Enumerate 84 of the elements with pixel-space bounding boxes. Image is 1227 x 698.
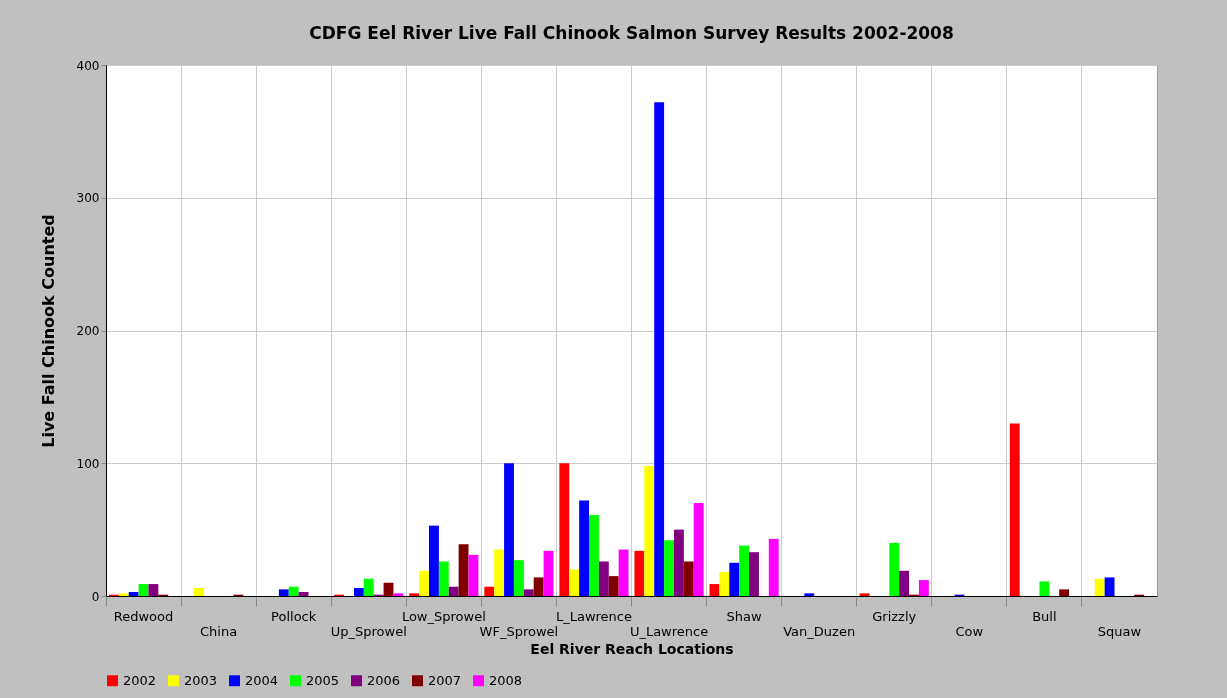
bar bbox=[533, 577, 544, 596]
legend-label: 2002 bbox=[123, 672, 157, 688]
bar bbox=[484, 586, 495, 596]
y-tick-label: 100 bbox=[76, 456, 100, 471]
bar bbox=[899, 570, 910, 596]
bar bbox=[504, 463, 514, 596]
x-tick-label: Grizzly bbox=[872, 608, 917, 624]
y-tick-label: 0 bbox=[91, 589, 100, 604]
bar bbox=[543, 550, 554, 596]
bar bbox=[739, 545, 750, 596]
y-tick-label: 300 bbox=[76, 191, 100, 206]
legend-label: 2008 bbox=[489, 672, 523, 688]
bar bbox=[148, 584, 159, 596]
bar bbox=[729, 562, 740, 596]
x-tick-label: Pollock bbox=[271, 608, 317, 624]
bar bbox=[1059, 589, 1070, 596]
bar bbox=[598, 561, 609, 596]
bar bbox=[749, 552, 759, 596]
bar bbox=[673, 529, 684, 596]
bar bbox=[889, 542, 900, 596]
bar bbox=[1094, 578, 1105, 596]
bar bbox=[634, 550, 645, 596]
x-axis-title: Eel River Reach Locations bbox=[530, 640, 734, 657]
bar bbox=[608, 576, 619, 596]
legend-label: 2006 bbox=[367, 672, 401, 688]
y-tick-label: 400 bbox=[76, 58, 100, 73]
bar bbox=[128, 592, 139, 596]
bar bbox=[559, 463, 570, 596]
bar bbox=[589, 515, 599, 596]
x-tick-label: Cow bbox=[955, 623, 984, 639]
bar bbox=[393, 593, 404, 596]
legend-label: 2005 bbox=[306, 672, 340, 688]
bar bbox=[193, 588, 204, 596]
bar bbox=[409, 593, 420, 596]
x-tick-label: Shaw bbox=[726, 608, 763, 624]
bar bbox=[429, 525, 439, 596]
x-tick-label: Squaw bbox=[1097, 623, 1142, 639]
y-tick-label: 200 bbox=[76, 324, 100, 338]
bar bbox=[494, 549, 505, 596]
x-tick-label: Low_Sprowel bbox=[401, 608, 486, 624]
bar bbox=[654, 102, 665, 596]
bar bbox=[298, 592, 309, 596]
bar bbox=[438, 561, 449, 596]
bar bbox=[693, 503, 704, 596]
bar bbox=[579, 500, 590, 596]
bar bbox=[768, 538, 779, 596]
x-tick-label: Van_Duzen bbox=[783, 623, 856, 639]
bar bbox=[419, 570, 429, 596]
bar bbox=[513, 560, 524, 596]
x-tick-label: WF_Sprowel bbox=[479, 623, 559, 639]
bar bbox=[138, 584, 149, 596]
y-axis-title: Live Fall Chinook Counted bbox=[38, 214, 58, 448]
bar bbox=[618, 549, 629, 596]
bar bbox=[664, 540, 674, 596]
x-tick-label: L_Lawrence bbox=[555, 608, 632, 624]
bar bbox=[1104, 577, 1115, 596]
bar bbox=[448, 586, 459, 596]
x-tick-label: U_Lawrence bbox=[629, 623, 709, 639]
bar bbox=[859, 593, 870, 596]
bar bbox=[1009, 423, 1020, 596]
bar bbox=[683, 561, 694, 596]
bar bbox=[918, 580, 929, 596]
x-tick-label: Bull bbox=[1032, 608, 1057, 624]
x-tick-label: Redwood bbox=[113, 608, 174, 624]
bar bbox=[644, 465, 655, 596]
bar bbox=[278, 589, 289, 596]
legend-label: 2003 bbox=[184, 672, 218, 688]
bar bbox=[569, 569, 580, 596]
bar bbox=[288, 586, 299, 596]
bar bbox=[353, 588, 364, 596]
x-tick-label: China bbox=[200, 623, 238, 639]
bar bbox=[363, 578, 374, 596]
legend-label: 2007 bbox=[428, 672, 462, 688]
bar bbox=[719, 572, 730, 596]
bar bbox=[118, 593, 129, 596]
bar bbox=[468, 554, 479, 596]
chart-title: CDFG Eel River Live Fall Chinook Salmon Survey Results 2002-2008 bbox=[309, 23, 954, 43]
bar bbox=[523, 589, 534, 596]
legend-label: 2004 bbox=[245, 672, 279, 688]
bar bbox=[709, 584, 720, 596]
bar bbox=[1039, 581, 1050, 596]
x-tick-label: Up_Sprowel bbox=[330, 623, 407, 639]
bar bbox=[458, 544, 469, 596]
bar bbox=[804, 593, 815, 596]
